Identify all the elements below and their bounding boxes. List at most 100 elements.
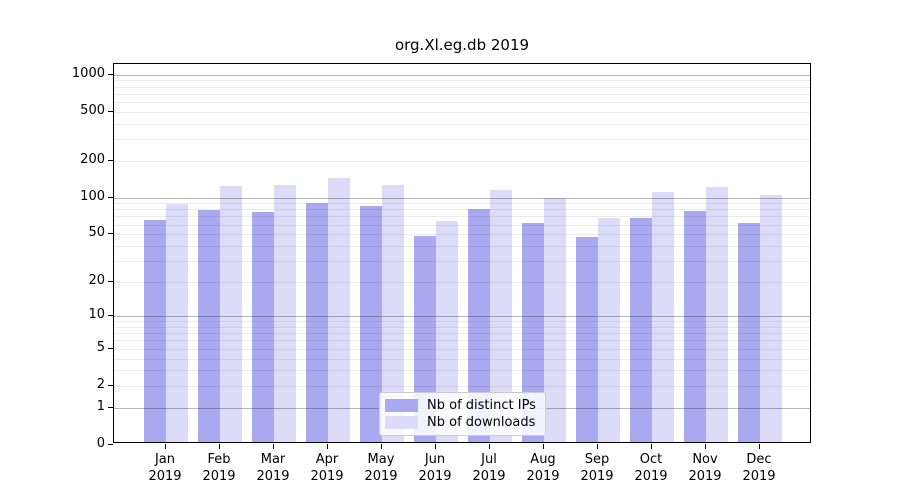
y-tick-label-50: 50 xyxy=(88,225,105,241)
minor-gridline-80 xyxy=(114,209,810,211)
x-tick-label-jul: Jul 2019 xyxy=(454,451,524,485)
x-tick-label-may: May 2019 xyxy=(346,451,416,485)
x-tick-label-jan: Jan 2019 xyxy=(130,451,200,485)
x-tick-sep xyxy=(597,444,598,449)
year-label: 2019 xyxy=(364,469,398,484)
x-tick-label-feb: Feb 2019 xyxy=(184,451,254,485)
x-tick-apr xyxy=(327,444,328,449)
x-tick-label-apr: Apr 2019 xyxy=(292,451,362,485)
y-tick-50 xyxy=(108,233,113,235)
chart-title: org.Xl.eg.db 2019 xyxy=(394,36,530,54)
y-tick-1 xyxy=(108,406,113,408)
month-label: Apr xyxy=(315,452,339,467)
legend-item-distinct-ips: Nb of distinct IPs xyxy=(385,398,537,414)
distinct-ips-bar-nov xyxy=(684,211,706,442)
legend-label-downloads: Nb of downloads xyxy=(427,414,536,430)
x-tick-nov xyxy=(705,444,706,449)
month-label: May xyxy=(367,452,395,467)
y-tick-2 xyxy=(108,384,113,386)
month-label: Aug xyxy=(530,452,556,467)
chart-legend: Nb of distinct IPs Nb of downloads xyxy=(379,392,546,436)
distinct-ips-bar-may xyxy=(360,205,382,442)
y-tick-label-200: 200 xyxy=(80,151,105,167)
x-tick-label-mar: Mar 2019 xyxy=(238,451,308,485)
y-tick-label-2: 2 xyxy=(96,376,105,392)
minor-gridline-9 xyxy=(114,321,810,323)
x-tick-jan xyxy=(165,444,166,449)
downloads-bar-dec xyxy=(760,194,782,442)
x-tick-aug xyxy=(543,444,544,449)
minor-gridline-300 xyxy=(114,139,810,141)
minor-gridline-500 xyxy=(114,111,810,113)
month-label: Jun xyxy=(424,452,446,467)
y-tick-label-20: 20 xyxy=(88,272,105,288)
minor-gridline-4 xyxy=(114,358,810,360)
y-tick-500 xyxy=(108,110,113,112)
downloads-bar-may xyxy=(382,184,404,442)
x-tick-label-dec: Dec 2019 xyxy=(724,451,794,485)
year-label: 2019 xyxy=(310,469,344,484)
minor-gridline-30 xyxy=(114,260,810,262)
major-gridline-1000 xyxy=(114,74,810,76)
distinct-ips-bar-aug xyxy=(522,222,544,442)
y-tick-label-5: 5 xyxy=(96,339,105,355)
downloads-bar-sep xyxy=(598,217,620,442)
minor-gridline-200 xyxy=(114,160,810,162)
distinct-ips-bar-dec xyxy=(738,222,760,442)
y-tick-1000 xyxy=(108,73,113,75)
minor-gridline-400 xyxy=(114,123,810,125)
y-tick-200 xyxy=(108,159,113,161)
minor-gridline-6 xyxy=(114,340,810,342)
minor-gridline-2 xyxy=(114,385,810,387)
x-tick-label-oct: Oct 2019 xyxy=(616,451,686,485)
downloads-bar-mar xyxy=(274,185,296,442)
downloads-bar-nov xyxy=(706,186,728,442)
minor-gridline-90 xyxy=(114,203,810,205)
legend-item-downloads: Nb of downloads xyxy=(385,415,537,431)
x-tick-jul xyxy=(489,444,490,449)
month-label: Feb xyxy=(207,452,231,467)
x-tick-label-nov: Nov 2019 xyxy=(670,451,740,485)
downloads-bar-aug xyxy=(544,197,566,442)
month-label: Dec xyxy=(746,452,772,467)
year-label: 2019 xyxy=(472,469,506,484)
y-tick-20 xyxy=(108,280,113,282)
y-tick-10 xyxy=(108,315,113,317)
x-tick-dec xyxy=(759,444,760,449)
distinct-ips-bar-sep xyxy=(576,237,598,442)
year-label: 2019 xyxy=(526,469,560,484)
month-label: Mar xyxy=(260,452,286,467)
distinct-ips-bar-jul xyxy=(468,209,490,442)
year-label: 2019 xyxy=(634,469,668,484)
y-tick-0 xyxy=(108,443,113,445)
downloads-bar-feb xyxy=(220,186,242,442)
downloads-bar-oct xyxy=(652,191,674,442)
month-label: Jul xyxy=(481,452,497,467)
x-tick-jun xyxy=(435,444,436,449)
month-label: Jan xyxy=(154,452,176,467)
distinct-ips-bar-oct xyxy=(630,217,652,442)
year-label: 2019 xyxy=(148,469,182,484)
minor-gridline-600 xyxy=(114,102,810,104)
minor-gridline-60 xyxy=(114,224,810,226)
year-label: 2019 xyxy=(580,469,614,484)
y-tick-100 xyxy=(108,196,113,198)
month-label: Nov xyxy=(692,452,718,467)
downloads-bar-jan xyxy=(166,203,188,442)
minor-gridline-20 xyxy=(114,281,810,283)
year-label: 2019 xyxy=(742,469,776,484)
y-tick-label-100: 100 xyxy=(80,188,105,204)
y-tick-label-500: 500 xyxy=(80,102,105,118)
minor-gridline-8 xyxy=(114,327,810,329)
downloads-bar-jul xyxy=(490,190,512,442)
x-tick-feb xyxy=(219,444,220,449)
y-tick-label-1: 1 xyxy=(96,398,105,414)
plot-area xyxy=(113,63,811,443)
month-label: Sep xyxy=(584,452,610,467)
major-gridline-100 xyxy=(114,197,810,199)
year-label: 2019 xyxy=(202,469,236,484)
minor-gridline-5 xyxy=(114,348,810,350)
y-tick-5 xyxy=(108,347,113,349)
y-tick-label-1000: 1000 xyxy=(71,65,105,81)
downloads-swatch xyxy=(385,416,418,429)
